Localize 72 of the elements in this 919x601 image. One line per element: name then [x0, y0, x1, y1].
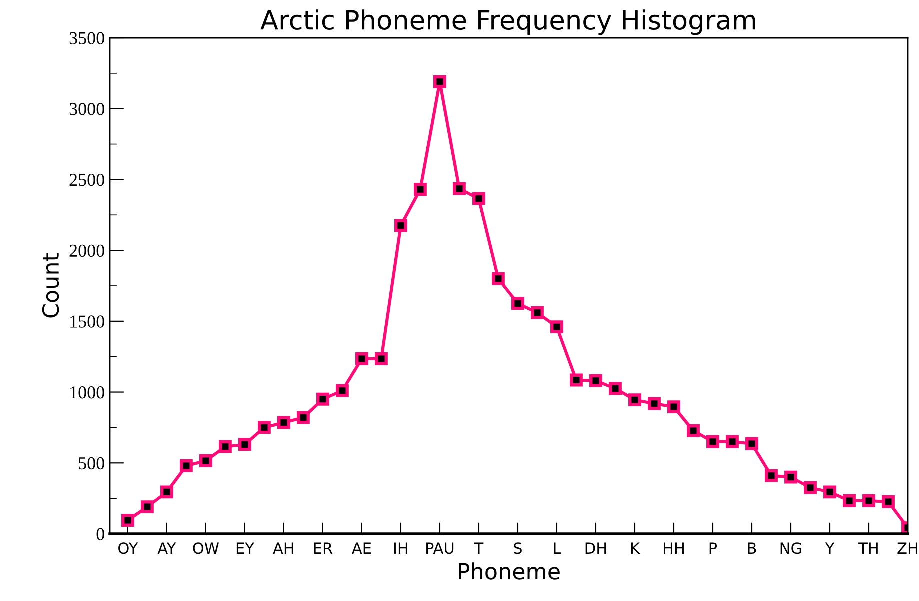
point — [668, 400, 680, 414]
point — [218, 440, 232, 454]
x-tick-label: OW — [193, 542, 220, 554]
point — [609, 382, 622, 396]
y-tick-label: 3500 — [70, 32, 104, 44]
x-tick-label: L — [554, 542, 562, 554]
point — [784, 470, 798, 484]
point — [121, 514, 134, 527]
point — [687, 424, 700, 438]
point — [706, 435, 720, 448]
point — [726, 435, 739, 448]
x-tick-label: IH — [394, 542, 408, 554]
point — [258, 421, 271, 434]
point — [316, 392, 330, 406]
point — [531, 306, 544, 320]
point — [140, 500, 154, 514]
point — [199, 454, 212, 468]
point — [882, 496, 895, 508]
point — [472, 192, 486, 206]
point — [336, 384, 349, 398]
point — [355, 352, 368, 366]
point — [492, 272, 505, 286]
y-tick-label: 2000 — [70, 244, 104, 258]
x-tick-label: DH — [586, 542, 606, 554]
chart-title: Arctic Phoneme Frequency Histogram — [260, 10, 756, 36]
x-tick-label: TH — [858, 542, 878, 554]
point — [824, 486, 836, 499]
x-tick-label: Y — [825, 542, 835, 554]
point — [453, 182, 466, 196]
x-tick-label: AE — [352, 542, 372, 554]
y-tick-label: 0 — [96, 528, 104, 540]
y-tick-label: 1500 — [70, 316, 104, 328]
point — [648, 397, 661, 410]
x-tick-label: AH — [273, 542, 294, 554]
point — [394, 219, 408, 232]
point — [238, 438, 252, 452]
point — [590, 374, 602, 388]
point — [296, 411, 310, 424]
x-tick-label: ER — [314, 542, 333, 554]
point — [570, 374, 583, 387]
y-tick-label: 3000 — [70, 103, 104, 116]
point — [804, 481, 817, 494]
point — [765, 469, 778, 482]
x-tick-label: S — [514, 542, 522, 554]
x-tick-label: AY — [158, 542, 176, 554]
point — [375, 352, 388, 366]
point — [862, 494, 876, 508]
x-axis-title: Phoneme — [459, 562, 560, 580]
x-tick-label: P — [710, 542, 718, 554]
x-tick-label: T — [474, 542, 484, 554]
point — [550, 320, 564, 334]
point — [628, 394, 642, 407]
x-tick-label: EY — [236, 542, 254, 554]
point — [843, 494, 856, 508]
x-tick-label: OY — [118, 542, 138, 554]
point — [160, 486, 174, 499]
x-tick-label: NG — [780, 542, 802, 554]
y-tick-label: 2500 — [70, 174, 104, 186]
point — [277, 416, 290, 430]
y-tick-label: 500 — [79, 457, 104, 470]
x-tick-label: PAU — [426, 542, 454, 554]
y-tick-label: 1000 — [70, 386, 104, 399]
point — [746, 438, 758, 450]
x-tick-label: K — [631, 542, 640, 554]
point — [180, 460, 193, 472]
x-tick-label: ZH — [898, 542, 918, 554]
x-tick-label: HH — [664, 542, 684, 554]
point — [512, 297, 524, 310]
point — [414, 183, 427, 196]
y-axis-title: Count — [42, 254, 60, 318]
point — [434, 75, 446, 88]
x-tick-label: B — [748, 542, 756, 554]
